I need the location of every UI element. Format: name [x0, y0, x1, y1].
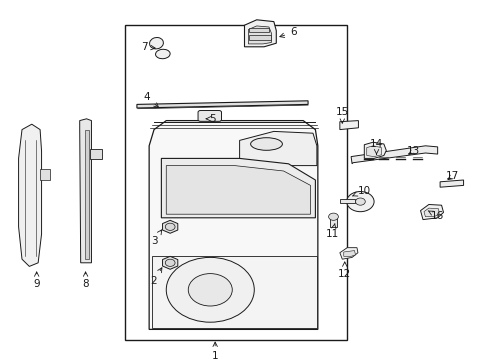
Text: 5: 5: [206, 114, 216, 124]
Polygon shape: [364, 142, 386, 158]
Polygon shape: [166, 166, 310, 214]
Polygon shape: [244, 20, 276, 47]
Text: 3: 3: [150, 230, 162, 246]
Polygon shape: [239, 131, 316, 166]
Text: 6: 6: [279, 27, 296, 37]
Polygon shape: [423, 208, 438, 217]
Polygon shape: [366, 146, 381, 157]
Polygon shape: [339, 199, 354, 203]
Text: 17: 17: [445, 171, 458, 181]
Ellipse shape: [250, 138, 282, 150]
Polygon shape: [339, 121, 358, 130]
Polygon shape: [151, 256, 316, 328]
Polygon shape: [137, 101, 307, 108]
Polygon shape: [420, 204, 443, 220]
Polygon shape: [439, 180, 463, 187]
Text: 4: 4: [143, 92, 158, 107]
Circle shape: [166, 257, 254, 322]
Text: 14: 14: [369, 139, 383, 154]
Polygon shape: [162, 256, 178, 269]
Circle shape: [355, 198, 365, 205]
Text: 16: 16: [427, 211, 444, 221]
Polygon shape: [249, 35, 271, 40]
Polygon shape: [248, 26, 271, 44]
Text: 1: 1: [211, 342, 218, 360]
Polygon shape: [84, 130, 89, 259]
Text: 11: 11: [325, 224, 339, 239]
Polygon shape: [80, 119, 91, 263]
Circle shape: [165, 223, 175, 230]
FancyBboxPatch shape: [198, 111, 221, 121]
Text: 10: 10: [352, 186, 370, 196]
Polygon shape: [149, 121, 317, 329]
Text: 12: 12: [337, 262, 351, 279]
Polygon shape: [329, 217, 337, 227]
Text: 8: 8: [82, 272, 89, 289]
Ellipse shape: [155, 49, 170, 59]
Polygon shape: [40, 169, 50, 180]
Circle shape: [328, 213, 338, 220]
Circle shape: [188, 274, 232, 306]
Circle shape: [346, 192, 373, 212]
Polygon shape: [161, 158, 315, 218]
FancyBboxPatch shape: [90, 149, 102, 159]
Polygon shape: [162, 220, 178, 233]
Polygon shape: [350, 146, 437, 164]
Polygon shape: [339, 248, 357, 259]
Text: 7: 7: [141, 42, 155, 52]
Circle shape: [165, 259, 175, 266]
Bar: [124, 25, 346, 340]
Polygon shape: [343, 251, 355, 256]
Ellipse shape: [149, 37, 163, 49]
Polygon shape: [249, 28, 268, 32]
Text: 13: 13: [406, 146, 419, 156]
Text: 9: 9: [33, 272, 40, 289]
Polygon shape: [19, 124, 41, 266]
Text: 15: 15: [335, 107, 348, 123]
Text: 2: 2: [150, 268, 162, 286]
